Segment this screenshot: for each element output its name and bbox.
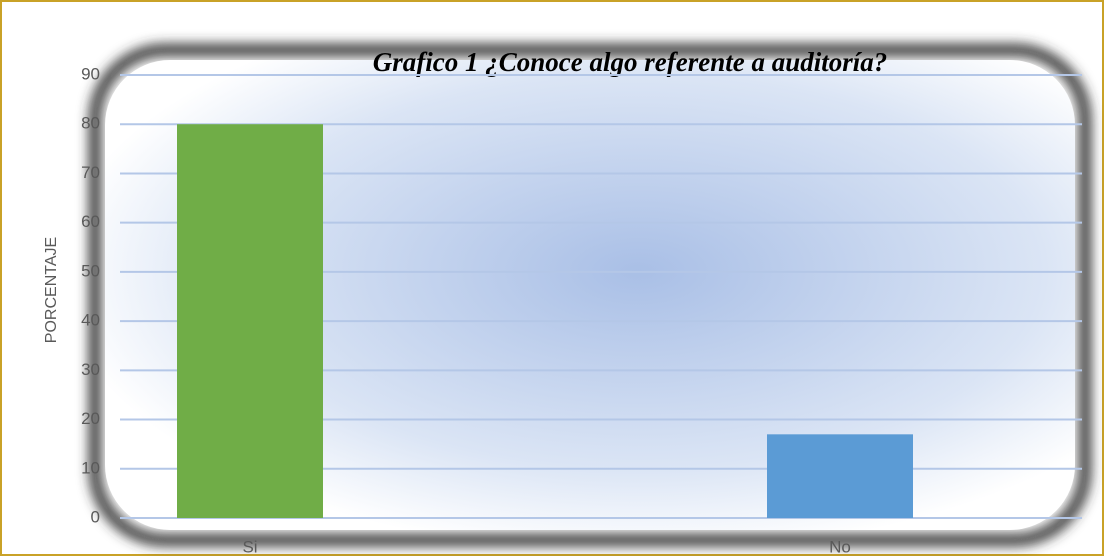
y-tick-label: 10 bbox=[81, 458, 100, 477]
decor-panel bbox=[105, 60, 1075, 530]
y-tick-label: 90 bbox=[81, 64, 100, 83]
y-tick-label: 50 bbox=[81, 261, 100, 280]
y-tick-label: 70 bbox=[81, 163, 100, 182]
y-tick-label: 40 bbox=[81, 311, 100, 330]
x-tick-label: No bbox=[829, 537, 851, 556]
y-tick-label: 80 bbox=[81, 114, 100, 133]
y-tick-label: 60 bbox=[81, 212, 100, 231]
y-tick-label: 20 bbox=[81, 409, 100, 428]
y-tick-label: 0 bbox=[91, 507, 100, 526]
y-tick-label: 30 bbox=[81, 360, 100, 379]
chart-title: Grafico 1 ¿Conoce algo referente a audit… bbox=[373, 47, 887, 77]
decor-shadow bbox=[89, 44, 1091, 546]
y-axis-label: PORCENTAJE bbox=[43, 237, 60, 343]
x-tick-label: Si bbox=[242, 537, 257, 556]
bar bbox=[767, 434, 913, 518]
bar bbox=[177, 124, 323, 518]
